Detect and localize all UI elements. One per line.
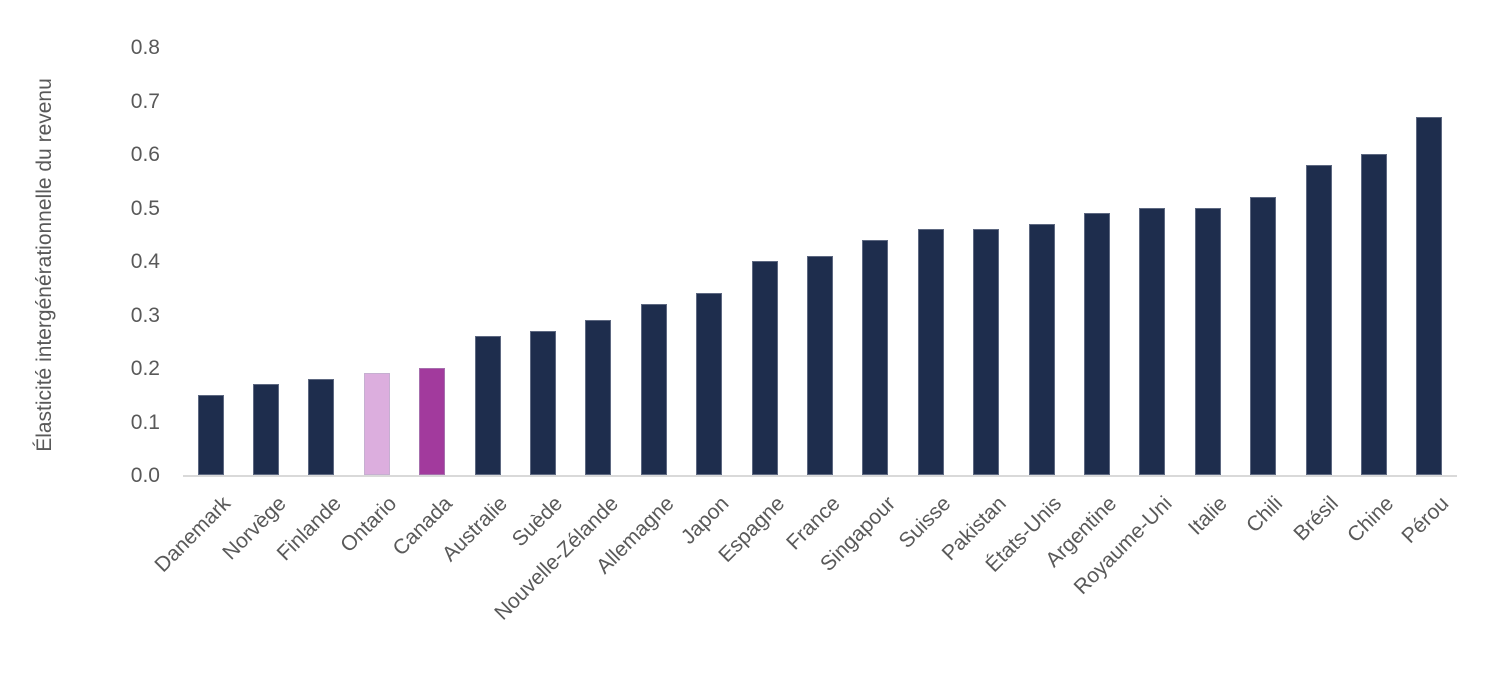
x-tick-label-bresil: Brésil <box>1289 492 1343 546</box>
y-tick-label: 0.7 <box>130 89 160 113</box>
y-tick-label: 0.2 <box>130 357 160 380</box>
bar-japon <box>696 293 723 475</box>
bar-singapour <box>862 239 889 475</box>
x-tick-label-royaume-uni: Royaume-Uni <box>1069 492 1177 600</box>
x-tick-label-chine: Chine <box>1343 492 1399 548</box>
bar-argentine <box>1083 212 1110 475</box>
bar-australie <box>474 335 501 475</box>
bar-suisse <box>917 228 944 475</box>
bar-finlande <box>308 378 335 475</box>
y-tick-label: 0.1 <box>130 410 160 434</box>
y-tick-label: 0.8 <box>130 36 160 59</box>
bar-danemark <box>197 394 224 475</box>
bar-bresil <box>1305 164 1332 475</box>
bar-espagne <box>751 261 778 475</box>
bar-ontario <box>363 373 390 475</box>
y-tick-label: 0.4 <box>130 250 160 273</box>
bar-etats-unis <box>1028 223 1055 475</box>
x-tick-label-italie: Italie <box>1184 492 1233 540</box>
bar-canada <box>419 368 446 475</box>
y-tick-label: 0.0 <box>130 464 160 487</box>
x-axis-line <box>183 475 1457 477</box>
bar-italie <box>1194 207 1221 475</box>
bar-allemagne <box>640 303 667 475</box>
bar-chili <box>1250 196 1277 475</box>
y-tick-label: 0.5 <box>130 196 160 220</box>
y-tick-label: 0.6 <box>130 143 160 166</box>
y-tick-label: 0.3 <box>130 303 160 327</box>
bar-perou <box>1416 116 1443 475</box>
bar-royaume-uni <box>1139 207 1166 475</box>
bar-nouvelle-zelande <box>585 319 612 475</box>
x-tick-label-danemark: Danemark <box>150 492 235 577</box>
bar-suede <box>530 330 557 475</box>
bar-chine <box>1360 154 1387 475</box>
x-tick-label-perou: Pérou <box>1397 492 1454 548</box>
bar-france <box>807 255 833 475</box>
bar-norvege <box>253 384 280 475</box>
y-axis-title: Élasticité intergénérationnelle du reven… <box>33 78 56 452</box>
x-tick-label-chili: Chili <box>1242 492 1288 538</box>
bar-pakistan <box>973 228 1000 475</box>
